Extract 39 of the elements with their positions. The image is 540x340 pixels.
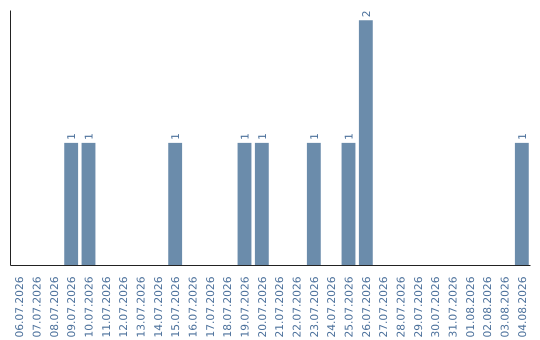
x-tick-label: 30.07.2026 — [429, 276, 442, 338]
data-label: 1 — [65, 133, 78, 140]
x-tick-label: 31.07.2026 — [446, 276, 460, 338]
x-tick-label: 09.07.2026 — [65, 276, 78, 338]
x-tick-label: 24.07.2026 — [325, 276, 338, 338]
x-tick-label: 02.08.2026 — [481, 276, 494, 338]
x-tick-label: 14.07.2026 — [152, 276, 165, 338]
x-tick-label: 06.07.2026 — [13, 276, 26, 338]
x-tick-label: 25.07.2026 — [342, 276, 356, 338]
data-label: 2 — [360, 10, 373, 18]
x-tick-label: 16.07.2026 — [186, 276, 200, 338]
x-tick-label: 21.07.2026 — [273, 276, 286, 338]
x-tick-label: 01.08.2026 — [464, 276, 477, 338]
x-tick-label: 29.07.2026 — [412, 276, 425, 338]
data-label: 1 — [238, 133, 252, 140]
x-tick-label: 03.08.2026 — [498, 276, 512, 338]
x-tick-label: 08.07.2026 — [48, 276, 61, 338]
x-tick-label: 07.07.2026 — [30, 276, 44, 338]
x-tick-label: 04.08.2026 — [516, 276, 529, 338]
x-tick-label: 20.07.2026 — [256, 276, 269, 338]
x-tick-label: 11.07.2026 — [100, 276, 113, 338]
x-tick-label: 28.07.2026 — [394, 276, 408, 338]
x-tick-label: 19.07.2026 — [238, 276, 252, 338]
x-tick-label: 27.07.2026 — [377, 276, 390, 338]
x-tick-label: 15.07.2026 — [169, 276, 182, 338]
x-tick-label: 12.07.2026 — [117, 276, 130, 338]
x-tick-label: 26.07.2026 — [360, 276, 373, 338]
x-tick-label: 17.07.2026 — [204, 276, 217, 338]
data-label: 1 — [256, 133, 269, 140]
data-label: 1 — [82, 133, 96, 140]
x-tick-label: 13.07.2026 — [134, 276, 148, 338]
x-tick-label: 18.07.2026 — [221, 276, 234, 338]
data-label: 1 — [308, 133, 321, 140]
x-tick-label: 10.07.2026 — [82, 276, 96, 338]
data-label: 1 — [169, 133, 182, 140]
x-tick-label: 23.07.2026 — [308, 276, 321, 338]
x-tick-label: 22.07.2026 — [290, 276, 304, 338]
data-label: 1 — [342, 133, 356, 140]
data-label: 1 — [516, 133, 529, 140]
